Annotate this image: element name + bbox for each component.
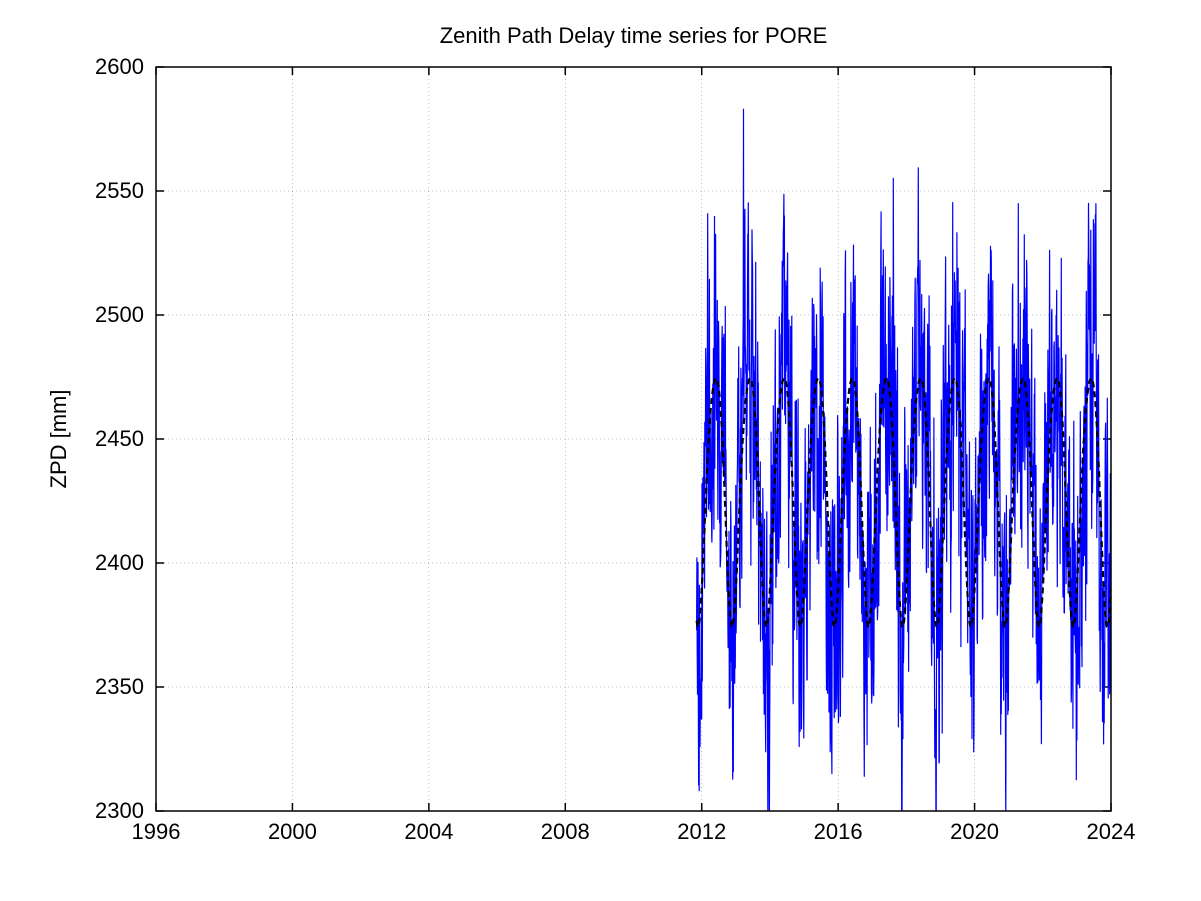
chart-svg: Zenith Path Delay time series for PORE Z…	[0, 0, 1201, 901]
y-tick-label: 2350	[95, 674, 144, 699]
x-tick-labels: 19962000200420082012201620202024	[132, 819, 1136, 844]
y-tick-label: 2300	[95, 798, 144, 823]
x-tick-label: 2020	[950, 819, 999, 844]
y-tick-label: 2450	[95, 426, 144, 451]
y-axis-label: ZPD [mm]	[46, 390, 71, 489]
x-tick-label: 2024	[1087, 819, 1136, 844]
x-tick-label: 2004	[404, 819, 453, 844]
chart-title: Zenith Path Delay time series for PORE	[440, 23, 828, 48]
y-tick-label: 2600	[95, 54, 144, 79]
x-tick-label: 2016	[814, 819, 863, 844]
series-zpd_data	[697, 109, 1111, 868]
plot-border	[156, 67, 1111, 811]
x-tick-label: 2012	[677, 819, 726, 844]
x-tick-label: 2000	[268, 819, 317, 844]
axes	[156, 67, 1111, 811]
y-tick-label: 2550	[95, 178, 144, 203]
y-tick-label: 2500	[95, 302, 144, 327]
x-tick-label: 2008	[541, 819, 590, 844]
grid	[156, 67, 1111, 811]
chart-container: Zenith Path Delay time series for PORE Z…	[0, 0, 1201, 901]
data-series	[697, 109, 1111, 868]
y-tick-labels: 2300 2350 2400 2450 2500 2550 2600	[95, 54, 144, 823]
y-tick-label: 2400	[95, 550, 144, 575]
